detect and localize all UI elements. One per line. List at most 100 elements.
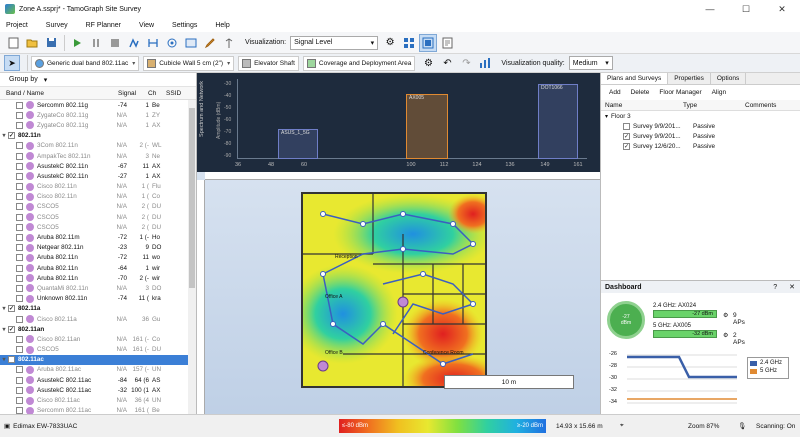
report-icon[interactable] xyxy=(438,34,456,52)
layout-view-icon[interactable] xyxy=(419,33,438,52)
ap-row[interactable]: Aruba 802.11m -72 1 (- Ho xyxy=(0,232,196,242)
floor-plan-canvas[interactable]: Reception Office A Office B Conference R… xyxy=(197,172,600,414)
menu-rf-planner[interactable]: RF Planner xyxy=(85,21,121,29)
ap-row[interactable]: 3Com 802.11n N/A 2 (- WL xyxy=(0,141,196,151)
collapse-icon[interactable]: ▾ xyxy=(2,133,6,140)
menu-view[interactable]: View xyxy=(139,21,155,29)
tab-plans-and-surveys[interactable]: Plans and Surveys xyxy=(601,73,669,84)
ap-row[interactable]: Cisco 802.11ac N/A 36 (4 UN xyxy=(0,395,196,405)
ap-row[interactable]: Cisco 802.11a N/A 36 Gu xyxy=(0,314,196,324)
ap-row[interactable]: ZygateCo 802.11g N/A 1 ZY xyxy=(0,110,196,120)
survey-checkbox[interactable] xyxy=(623,132,630,140)
ap-checkbox[interactable] xyxy=(16,234,23,242)
auto-plan-icon[interactable] xyxy=(182,34,200,52)
add-button[interactable]: Add xyxy=(609,89,621,96)
menu-help[interactable]: Help xyxy=(215,21,230,29)
save-icon[interactable] xyxy=(42,34,60,52)
ap-row[interactable]: Sercomm 802.11g -74 1 Be xyxy=(0,100,196,110)
survey-checkbox[interactable] xyxy=(623,122,630,130)
group-by-select[interactable]: Group by ▾ xyxy=(6,74,50,85)
ap-row[interactable]: AsustekC 802.11n -67 11 AX xyxy=(0,161,196,171)
col-channel[interactable]: Ch xyxy=(148,89,157,97)
ap-checkbox[interactable] xyxy=(16,213,23,221)
tab-properties[interactable]: Properties xyxy=(668,73,711,84)
grid-view-icon[interactable] xyxy=(400,34,418,52)
visualization-select[interactable]: Signal Level ▾ xyxy=(290,35,379,50)
settings-gear-icon[interactable]: ⚙ xyxy=(385,37,395,48)
play-icon[interactable] xyxy=(68,34,86,52)
spectrum-block[interactable]: DOT1066 xyxy=(538,84,578,159)
col-type[interactable]: Type xyxy=(683,101,698,109)
ap-row[interactable]: CSCO5 N/A 2 (DU xyxy=(0,202,196,212)
antenna-icon[interactable] xyxy=(220,34,238,52)
open-folder-icon[interactable] xyxy=(23,34,41,52)
quality-select[interactable]: Medium ▾ xyxy=(568,56,613,70)
ap-checkbox[interactable] xyxy=(16,295,23,303)
ap-checkbox[interactable] xyxy=(16,335,23,343)
scrollbar-thumb[interactable] xyxy=(189,108,195,288)
menu-project[interactable]: Project xyxy=(6,21,28,29)
band-checkbox[interactable] xyxy=(8,325,15,333)
ap-row[interactable]: CSCO5 N/A 2 (DU xyxy=(0,222,196,232)
ap-checkbox[interactable] xyxy=(16,397,23,405)
ap-checkbox[interactable] xyxy=(16,274,23,282)
ap-row[interactable]: Sercomm 802.11ac N/A 161 (Be xyxy=(0,406,196,416)
ap-checkbox[interactable] xyxy=(16,376,23,384)
collapse-icon[interactable]: ▾ xyxy=(2,357,6,364)
ap-checkbox[interactable] xyxy=(16,284,23,292)
ap-row[interactable]: AsustekC 802.11ac -32 100 (1 AX xyxy=(0,385,196,395)
ap-row[interactable]: ZygateCo 802.11g N/A 1 AX xyxy=(0,120,196,130)
band-group-row[interactable]: ▾ 802.11an xyxy=(0,324,196,334)
ap-row[interactable]: Cisco 802.11an N/A 161 (- Co xyxy=(0,334,196,344)
ap-checkbox[interactable] xyxy=(16,162,23,170)
cog-icon[interactable]: ⚙ xyxy=(423,57,433,69)
survey-row[interactable]: Survey 12/6/20... Passive xyxy=(601,141,800,151)
gear-icon[interactable]: ⚙ xyxy=(723,313,729,319)
ap-row[interactable]: AsustekC 802.11ac -84 64 (6 AS xyxy=(0,375,196,385)
wall-type-select[interactable]: Cubicle Wall 5 cm (2") ▾ xyxy=(143,55,235,71)
ap-row[interactable]: Aruba 802.11n -64 1 wir xyxy=(0,263,196,273)
menu-survey[interactable]: Survey xyxy=(45,21,68,29)
elevator-shaft-tool[interactable]: Elevator Shaft xyxy=(238,55,299,71)
ap-row[interactable]: CSCO5 N/A 2 (DU xyxy=(0,212,196,222)
ap-checkbox[interactable] xyxy=(16,366,23,374)
menu-settings[interactable]: Settings xyxy=(172,21,198,29)
undo-icon[interactable]: ↶ xyxy=(443,57,452,69)
floor-row[interactable]: ▾ Floor 3 xyxy=(601,111,800,121)
close-button[interactable]: ✕ xyxy=(778,3,786,14)
band-group-row[interactable]: ▾ 802.11ac xyxy=(0,354,196,365)
ap-checkbox[interactable] xyxy=(16,407,23,415)
minimize-button[interactable]: — xyxy=(705,4,715,14)
ap-checkbox[interactable] xyxy=(16,346,23,354)
floor-manager-button[interactable]: Floor Manager xyxy=(659,89,702,96)
ap-placement-icon[interactable] xyxy=(163,34,181,52)
col-comments[interactable]: Comments xyxy=(745,101,777,109)
help-icon[interactable]: ? xyxy=(773,283,778,291)
delete-button[interactable]: Delete xyxy=(630,89,650,96)
zoom-level[interactable]: Zoom 87% xyxy=(688,422,720,430)
ap-row[interactable]: Unknown 802.11n -74 11 (kra xyxy=(0,294,196,304)
tab-options[interactable]: Options xyxy=(711,73,747,84)
redo-icon[interactable]: ↷ xyxy=(462,57,471,69)
scrollbar[interactable] xyxy=(188,100,196,414)
band-checkbox[interactable] xyxy=(8,132,15,140)
pause-icon[interactable] xyxy=(87,34,105,52)
ap-row[interactable]: CSCO5 N/A 161 (- DU xyxy=(0,345,196,355)
band-group-row[interactable]: ▾ 802.11a xyxy=(0,304,196,314)
collapse-icon[interactable]: ▾ xyxy=(2,326,6,333)
chart-icon[interactable] xyxy=(476,54,494,72)
gear-icon[interactable]: ⚙ xyxy=(723,333,729,339)
path-walk-icon[interactable] xyxy=(125,34,143,52)
pointer-icon[interactable]: ➤ xyxy=(4,55,20,71)
ap-row[interactable]: Aruba 802.11ac N/A 157 (- UN xyxy=(0,365,196,375)
survey-row[interactable]: Survey 9/9/201... Passive xyxy=(601,131,800,141)
route-icon[interactable] xyxy=(144,34,162,52)
band-checkbox[interactable] xyxy=(8,305,15,313)
collapse-icon[interactable]: ▾ xyxy=(2,306,6,313)
ap-model-select[interactable]: Generic dual band 802.11ac ▾ xyxy=(31,55,140,71)
maximize-button[interactable]: ☐ xyxy=(741,3,751,14)
ap-row[interactable]: AsustekC 802.11n -27 1 AX xyxy=(0,171,196,181)
ap-checkbox[interactable] xyxy=(16,101,23,109)
ap-row[interactable]: Aruba 802.11n -72 11 wo xyxy=(0,253,196,263)
stop-icon[interactable] xyxy=(106,34,124,52)
